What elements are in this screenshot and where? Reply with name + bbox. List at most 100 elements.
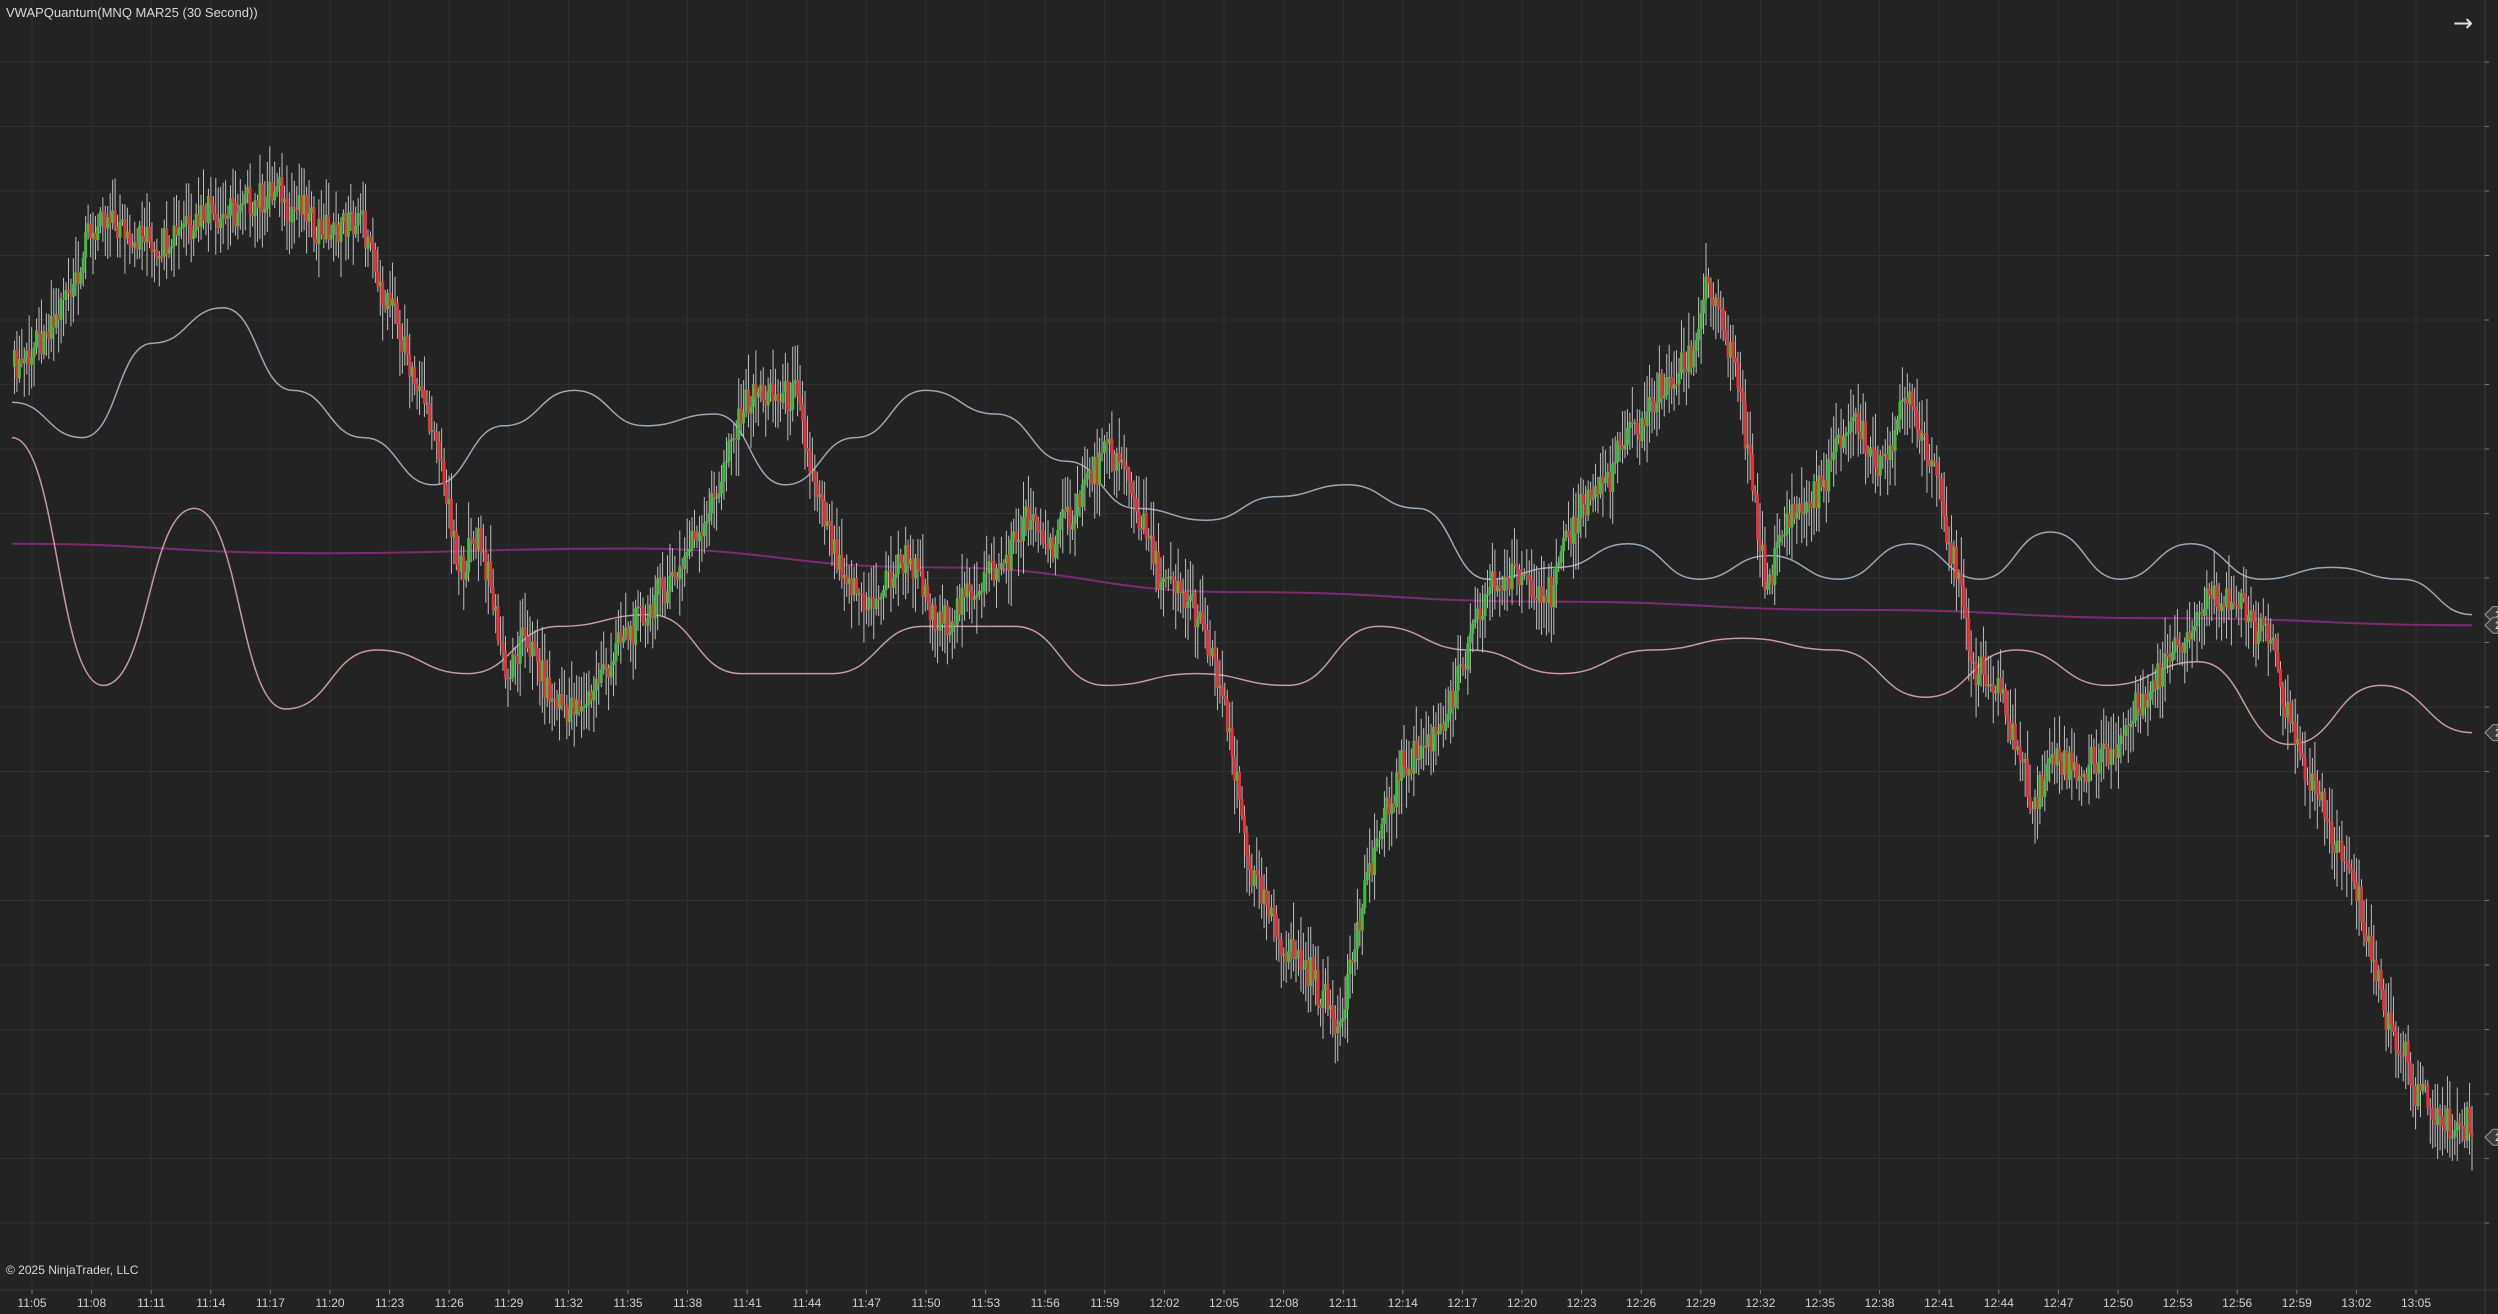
candle-body	[2023, 758, 2027, 763]
candle-body	[1851, 417, 1855, 422]
candle-body	[1012, 531, 1016, 540]
candle	[909, 535, 913, 571]
candle-body	[734, 438, 738, 440]
candle-body	[1819, 475, 1823, 488]
candle	[1871, 416, 1875, 484]
candle-body	[1989, 684, 1993, 686]
candle	[452, 519, 456, 565]
candle-body	[530, 641, 534, 657]
candle	[1621, 411, 1625, 464]
candle-body	[533, 641, 537, 649]
candle	[1292, 902, 1296, 972]
candle-body	[388, 292, 392, 306]
price-axis[interactable]: 2222	[2484, 0, 2498, 1314]
price-marker-shape	[2484, 1128, 2498, 1146]
candle	[1967, 598, 1971, 681]
candle	[125, 207, 129, 245]
candle-body	[2404, 1041, 2408, 1057]
price-marker-label: 2	[2495, 610, 2498, 622]
candle	[1144, 477, 1148, 551]
candle-body	[2242, 593, 2246, 599]
candle	[74, 236, 78, 296]
candle	[808, 431, 812, 499]
candle	[2028, 764, 2032, 815]
candle	[1112, 449, 1116, 496]
candle-body	[2251, 610, 2255, 623]
candle	[469, 518, 473, 563]
candle	[1770, 564, 1774, 595]
candle-body	[2104, 743, 2108, 748]
candle-body	[1679, 352, 1683, 374]
candle	[329, 224, 333, 248]
candle-body	[413, 366, 417, 385]
candle	[2141, 669, 2145, 720]
candle	[1198, 579, 1202, 624]
candle-body	[1309, 956, 1313, 987]
candle	[1812, 473, 1816, 536]
candle-body	[2001, 688, 2005, 694]
candle	[2328, 787, 2332, 854]
candle-body	[1827, 459, 1831, 492]
candle	[1459, 635, 1463, 683]
candle	[538, 648, 542, 706]
candle-body	[599, 669, 603, 683]
candle-body	[2065, 750, 2069, 780]
candle-body	[1910, 391, 1914, 407]
candle	[2320, 773, 2324, 813]
candle-body	[2450, 1136, 2454, 1139]
candle	[945, 600, 949, 665]
candle	[1500, 575, 1504, 606]
candle	[2097, 743, 2101, 799]
candle-body	[2146, 700, 2150, 708]
candle-body	[118, 221, 122, 238]
candle-body	[572, 697, 576, 715]
candle	[172, 197, 176, 277]
candle	[2330, 789, 2334, 870]
candle	[1360, 903, 1364, 955]
candle-body	[1967, 618, 1971, 651]
candle	[290, 172, 294, 249]
candle-body	[79, 272, 83, 285]
candle	[108, 193, 112, 257]
candle	[813, 454, 817, 511]
candle-body	[1640, 418, 1644, 441]
candle-body	[15, 349, 19, 379]
candle	[1537, 570, 1541, 630]
candle-body	[1304, 960, 1308, 968]
candle-body	[1044, 543, 1048, 545]
candle-body	[66, 290, 70, 293]
candle	[1223, 682, 1227, 706]
candle	[2224, 572, 2228, 639]
candle-body	[111, 210, 115, 223]
candle	[1981, 626, 1985, 693]
candle-body	[1581, 493, 1585, 505]
candle	[1250, 853, 1254, 894]
candle	[1915, 378, 1919, 448]
candle-body	[1456, 665, 1460, 691]
candle-body	[135, 241, 139, 250]
candle-body	[2423, 1084, 2427, 1086]
candle	[2065, 737, 2069, 790]
time-tick-label: 13:05	[2401, 1296, 2431, 1310]
candle-body	[607, 667, 611, 678]
candle-body	[1147, 537, 1151, 540]
candle-body	[2141, 693, 2145, 716]
candle	[940, 584, 944, 652]
candle-body	[1817, 475, 1821, 509]
candle-body	[2291, 722, 2295, 724]
candle-body	[639, 606, 643, 608]
candle	[1780, 530, 1784, 546]
candle	[322, 203, 326, 249]
candle	[2291, 699, 2295, 733]
candle	[832, 525, 836, 580]
candle	[1385, 776, 1389, 833]
candle-body	[1898, 401, 1902, 420]
candle-body	[2028, 796, 2032, 810]
candle	[418, 360, 422, 416]
arrow-right-icon[interactable]: →	[2452, 9, 2474, 37]
candle-body	[555, 700, 559, 709]
candle	[938, 594, 942, 647]
candle-body	[93, 232, 97, 241]
candle	[32, 342, 36, 387]
